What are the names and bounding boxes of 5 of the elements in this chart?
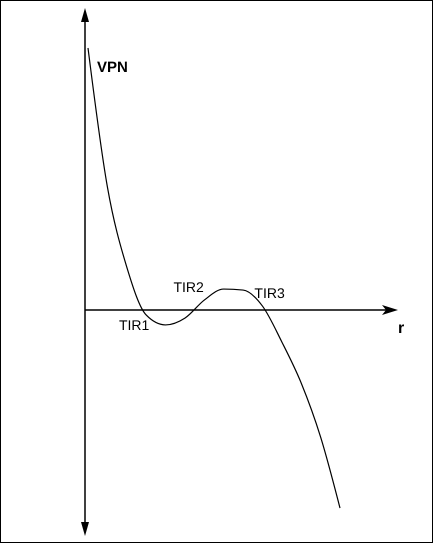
- annotation: TIR1: [118, 317, 150, 333]
- annotation: TIR2: [173, 279, 204, 295]
- y-axis-title: VPN: [97, 59, 128, 76]
- x-axis-title: r: [398, 320, 404, 337]
- annotation: TIR3: [254, 285, 285, 301]
